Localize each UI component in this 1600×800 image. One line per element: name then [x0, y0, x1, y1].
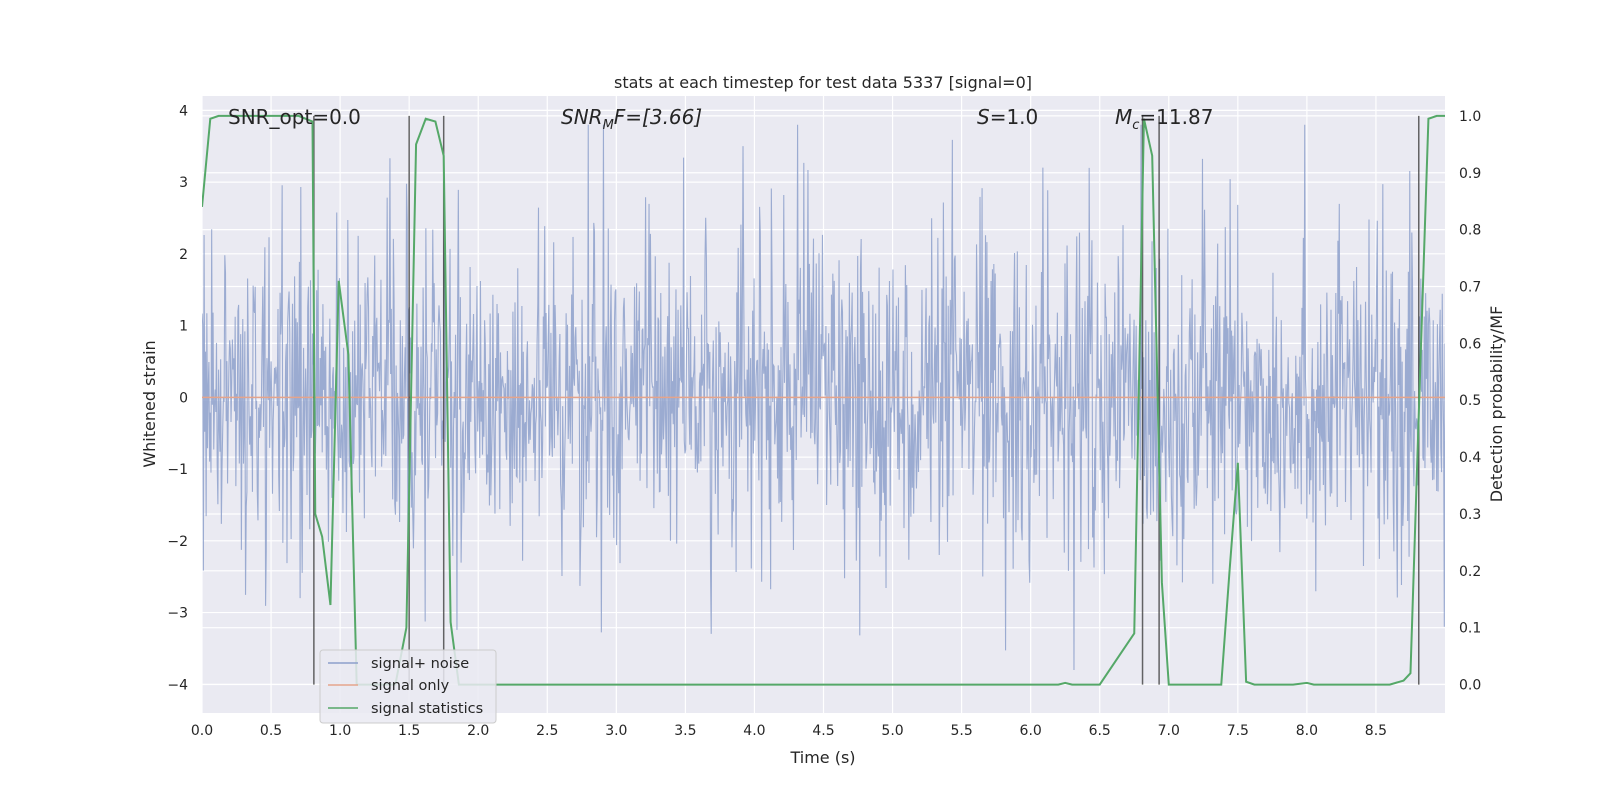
x-tick-labels: 0.0 0.5 1.0 1.5 2.0 2.5 3.0 3.5 4.0 4.5 5.0 5.5 6.0 6…: [191, 723, 1387, 739]
x-tick-label: 1.5: [398, 723, 420, 739]
x-tick-label: 7.0: [1158, 723, 1180, 739]
y2-tick-label: 0.2: [1459, 564, 1481, 580]
x-tick-label: 6.0: [1020, 723, 1042, 739]
y-tick-label: 1: [179, 319, 188, 335]
y2-tick-label: 0.0: [1459, 678, 1481, 694]
x-tick-label: 6.5: [1089, 723, 1111, 739]
y2-tick-label: 0.3: [1459, 507, 1481, 523]
annotation-snr-mf-sub: M: [603, 118, 614, 133]
annotation-s-rest: =1.0: [990, 105, 1039, 129]
legend-box: [319, 649, 497, 724]
x-tick-label: 2.0: [467, 723, 489, 739]
legend-label-signal-noise: signal+ noise: [371, 656, 469, 672]
annotation-snr-opt: SNR_opt=0.0: [228, 105, 361, 129]
y-tick-label: −3: [167, 606, 188, 622]
y2-tick-label: 0.7: [1459, 280, 1481, 296]
y-tick-label: 3: [179, 175, 188, 191]
x-tick-label: 5.0: [881, 723, 903, 739]
y2-tick-label: 0.9: [1459, 166, 1481, 182]
annotation-s: S=1.0: [977, 105, 1038, 129]
x-tick-label: 3.0: [605, 723, 627, 739]
y-tick-label: 2: [179, 247, 188, 263]
x-tick-label: 0.0: [191, 723, 213, 739]
annotation-snr-mf: SNRMF=[3.66]: [561, 105, 702, 133]
signal-statistics-series: [202, 114, 1445, 686]
y2-tick-label: 0.8: [1459, 223, 1481, 239]
legend-label-signal-only: signal only: [371, 678, 450, 694]
y-tick-label: 4: [179, 103, 188, 119]
signal-statistics-line: [202, 114, 1445, 686]
x-tick-label: 4.0: [743, 723, 765, 739]
y-tick-label: −2: [167, 534, 188, 550]
annotation-mc-rest: =11.87: [1139, 105, 1213, 129]
y-axis-label: Whitened strain: [140, 340, 159, 467]
annotation-mc: Mc=11.87: [1115, 105, 1213, 133]
y2-tick-label: 0.1: [1459, 621, 1481, 637]
annotation-s-main: S: [977, 105, 990, 129]
x-tick-label: 8.0: [1296, 723, 1318, 739]
annotation-mc-main: M: [1115, 105, 1132, 129]
x-tick-label: 5.5: [950, 723, 972, 739]
y2-tick-label: 0.6: [1459, 336, 1481, 352]
y-tick-labels: −4 −3 −2 −1 0 1 2 3 4: [167, 103, 188, 693]
y2-axis-label: Detection probability/MF: [1487, 306, 1506, 503]
legend: signal+ noise signal only signal statist…: [319, 649, 497, 724]
y2-tick-label: 0.4: [1459, 450, 1481, 466]
chart-title: stats at each timestep for test data 533…: [614, 73, 1032, 92]
x-tick-label: 2.5: [536, 723, 558, 739]
x-axis-label: Time (s): [789, 748, 855, 767]
x-tick-label: 4.5: [812, 723, 834, 739]
annotation-mc-sub: c: [1132, 118, 1139, 133]
y2-tick-label: 1.0: [1459, 109, 1481, 125]
x-tick-label: 3.5: [674, 723, 696, 739]
annotation-snr-mf-rest: F=[3.66]: [614, 105, 702, 129]
annotation-snr-mf-main: SNR: [561, 105, 603, 129]
x-tick-label: 8.5: [1365, 723, 1387, 739]
x-tick-label: 1.0: [329, 723, 351, 739]
y-tick-label: −1: [167, 462, 188, 478]
y2-tick-labels: 0.0 0.1 0.2 0.3 0.4 0.5 0.6 0.7 0.8 0.9 1.0: [1459, 109, 1481, 694]
x-tick-label: 7.5: [1227, 723, 1249, 739]
y-tick-label: −4: [167, 677, 188, 693]
y2-tick-label: 0.5: [1459, 393, 1481, 409]
y-tick-label: 0: [179, 390, 188, 406]
legend-label-signal-statistics: signal statistics: [371, 701, 483, 717]
x-tick-label: 0.5: [260, 723, 282, 739]
